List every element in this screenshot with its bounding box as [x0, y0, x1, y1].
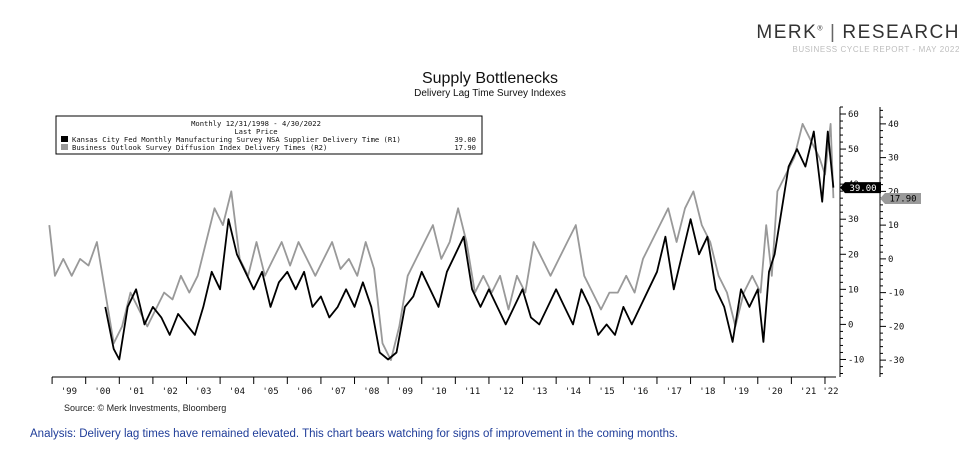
brand-logo: MERK® | RESEARCH BUSINESS CYCLE REPORT - M… — [756, 22, 960, 54]
legend-subheader: Last Price — [234, 127, 277, 136]
x-tick-label: '11 — [464, 387, 480, 397]
x-tick-label: '09 — [397, 387, 413, 397]
y-tick-label: 30 — [848, 215, 859, 225]
legend-swatch — [61, 144, 68, 150]
legend-box — [55, 115, 483, 155]
y-tick-label: 10 — [888, 221, 899, 231]
legend-header: Monthly 12/31/1998 - 4/30/2022 — [191, 119, 321, 128]
y-tick-label: -30 — [888, 356, 904, 366]
legend-entry-name: Kansas City Fed Monthly Manufacturing Su… — [72, 135, 401, 144]
y-tick-label: -20 — [888, 322, 904, 332]
last-price-tag — [840, 182, 881, 194]
x-tick-label: '08 — [363, 387, 379, 397]
x-tick-label: '17 — [666, 387, 682, 397]
x-tick-label: '02 — [162, 387, 178, 397]
y-tick-label: 40 — [888, 120, 899, 130]
y-axis-r2: -30 -20 -10 0 10 20 30 40 — [879, 107, 904, 377]
y-tick-label: 60 — [848, 110, 859, 120]
last-price-value: 39.00 — [849, 184, 876, 194]
x-tick-label: '13 — [531, 387, 547, 397]
x-tick-label: '05 — [262, 387, 278, 397]
legend-entry-value: 39.00 — [454, 135, 476, 144]
y-axis-r1: -100102030405060 — [839, 106, 864, 377]
x-tick-label: '15 — [598, 387, 614, 397]
x-tick-label: '04 — [229, 387, 245, 397]
chart-subtitle: Delivery Lag Time Survey Indexes — [414, 88, 566, 99]
last-price-labels: 39.00 17.90 — [840, 182, 921, 205]
x-tick-label: '21 — [800, 387, 816, 397]
brand-research: RESEARCH — [842, 22, 960, 43]
brand-name: MERK — [756, 22, 818, 43]
y-tick-label: -10 — [848, 355, 864, 365]
last-price-tag — [880, 192, 921, 204]
legend-swatch — [61, 136, 68, 142]
x-tick-label: '99 — [61, 387, 77, 397]
series-lines — [48, 123, 835, 361]
x-axis: '99 '00 '01 '02 '03 '04 '05 '06 '07 '08 '09 '10 '11 '… — [51, 376, 839, 397]
y-tick-label: -10 — [888, 289, 904, 299]
y-tick-label: 0 — [848, 320, 853, 330]
x-tick-label: '14 — [565, 387, 581, 397]
y-tick-label: 50 — [848, 145, 859, 155]
y-tick-label: 30 — [888, 154, 899, 164]
x-tick-label: '19 — [733, 387, 749, 397]
y-tick-label: 20 — [888, 187, 899, 197]
brand-wordmark: MERK® | RESEARCH — [756, 22, 960, 44]
brand-registered-mark: ® — [817, 25, 824, 33]
last-price-value: 17.90 — [889, 195, 916, 205]
legend-entry-name: Business Outlook Survey Diffusion Index … — [72, 143, 327, 152]
series-line-kansas-city-fed — [104, 130, 835, 361]
x-tick-label: '07 — [330, 387, 346, 397]
series-line-business-outlook — [48, 123, 835, 361]
brand-report-date: BUSINESS CYCLE REPORT - MAY 2022 — [792, 45, 960, 54]
x-tick-label: '00 — [94, 387, 110, 397]
y-tick-label: 0 — [888, 255, 893, 265]
source-note: Source: © Merk Investments, Bloomberg — [64, 403, 227, 413]
x-tick-label: '06 — [296, 387, 312, 397]
y-tick-label: 20 — [848, 250, 859, 260]
x-tick-label: '22 — [822, 387, 838, 397]
legend-entry-value: 17.90 — [454, 143, 476, 152]
x-tick-label: '03 — [195, 387, 211, 397]
x-tick-label: '20 — [766, 387, 782, 397]
x-tick-label: '01 — [128, 387, 144, 397]
brand-divider: | — [829, 22, 837, 43]
x-tick-label: '10 — [430, 387, 446, 397]
x-tick-label: '18 — [699, 387, 715, 397]
analysis-note: Analysis: Delivery lag times have remain… — [30, 428, 678, 440]
y-tick-label: 10 — [848, 285, 859, 295]
x-tick-label: '12 — [498, 387, 514, 397]
chart-title: Supply Bottlenecks — [421, 70, 559, 87]
x-tick-label: '16 — [632, 387, 648, 397]
